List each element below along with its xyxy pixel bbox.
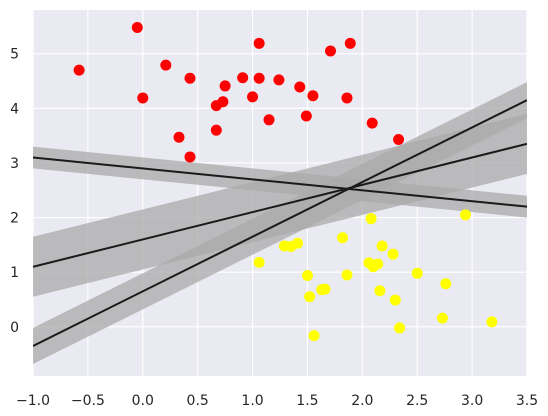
data-point-red (344, 37, 356, 49)
y-tick-label: 3 (10, 156, 19, 172)
data-point-yellow (394, 322, 406, 334)
data-point-yellow (372, 258, 384, 270)
x-tick-label: 3.0 (461, 393, 483, 409)
x-tick-label: 3.5 (516, 393, 538, 409)
data-point-yellow (376, 240, 388, 252)
data-point-red (253, 72, 265, 84)
data-point-yellow (337, 232, 349, 244)
data-point-yellow (365, 213, 377, 225)
data-point-red (393, 133, 405, 145)
data-point-red (253, 37, 265, 49)
data-point-yellow (389, 294, 401, 306)
data-point-red (263, 114, 275, 126)
data-point-yellow (436, 312, 448, 324)
data-point-yellow (301, 269, 313, 281)
x-tick-label: 0.5 (187, 393, 209, 409)
y-axis-ticks: 0 1 2 3 4 5 (10, 47, 19, 336)
data-point-yellow (304, 291, 316, 303)
data-point-yellow (292, 237, 304, 249)
data-point-red (300, 110, 312, 122)
grid (32, 10, 528, 376)
data-point-red (294, 81, 306, 93)
data-point-red (219, 80, 231, 92)
fit-line (33, 156, 527, 208)
data-point-yellow (319, 283, 331, 295)
data-point-red (73, 64, 85, 76)
data-point-yellow (374, 285, 386, 297)
data-point-red (366, 117, 378, 129)
data-point-red (184, 151, 196, 163)
data-point-yellow (341, 269, 353, 281)
x-tick-label: −1.0 (16, 393, 50, 409)
x-tick-label: 1.0 (241, 393, 263, 409)
data-point-red (173, 131, 185, 143)
data-point-red (217, 96, 229, 108)
y-tick-label: 1 (10, 265, 19, 281)
x-tick-label: 2.0 (351, 393, 373, 409)
data-point-red (273, 74, 285, 86)
fit-lines (33, 99, 527, 347)
data-point-red (341, 92, 353, 104)
data-point-yellow (486, 316, 498, 328)
data-point-yellow (440, 278, 452, 290)
x-axis-ticks: −1.0 −0.5 0.0 0.5 1.0 1.5 2.0 2.5 3.0 3.5 (16, 393, 538, 409)
data-point-red (184, 72, 196, 84)
data-point-red (137, 92, 149, 104)
data-points (73, 21, 498, 342)
data-point-yellow (411, 267, 423, 279)
data-point-red (324, 45, 336, 57)
data-point-red (247, 91, 259, 103)
data-point-yellow (387, 248, 399, 260)
fit-line (33, 142, 527, 268)
y-tick-label: 2 (10, 211, 19, 227)
x-tick-label: 2.5 (406, 393, 428, 409)
x-tick-label: 0.0 (132, 393, 154, 409)
data-point-red (160, 59, 172, 71)
data-point-yellow (460, 209, 472, 221)
y-tick-label: 5 (10, 47, 19, 63)
data-point-yellow (253, 256, 265, 268)
data-point-red (237, 72, 249, 84)
x-tick-label: −0.5 (71, 393, 105, 409)
y-tick-label: 4 (10, 101, 19, 117)
data-point-yellow (308, 330, 320, 342)
y-tick-label: 0 (10, 320, 19, 336)
data-point-red (131, 21, 143, 33)
x-tick-label: 1.5 (296, 393, 318, 409)
fit-line (33, 99, 527, 347)
data-point-red (210, 124, 222, 136)
data-point-red (307, 90, 319, 102)
